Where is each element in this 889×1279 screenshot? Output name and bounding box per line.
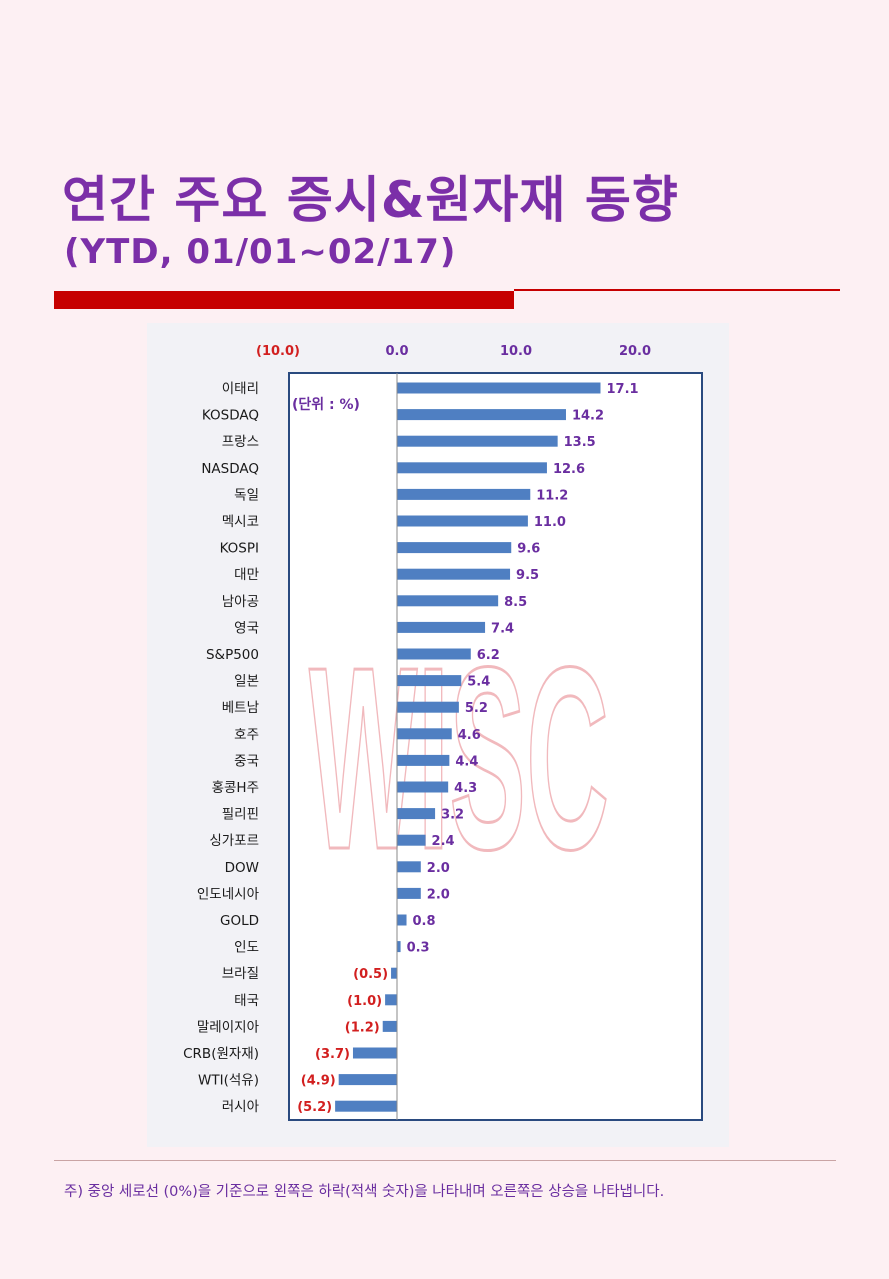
category-label: 영국	[234, 620, 259, 636]
data-label: 13.5	[564, 435, 596, 450]
x-tick-label: 20.0	[619, 344, 651, 359]
data-label: 2.0	[427, 887, 450, 902]
data-label: 6.2	[477, 648, 500, 663]
data-label: (3.7)	[315, 1047, 350, 1062]
bar	[335, 1100, 397, 1112]
bar	[391, 967, 397, 979]
bar	[397, 595, 499, 607]
bar	[397, 781, 449, 793]
bar	[397, 914, 407, 926]
data-label: 14.2	[572, 409, 604, 424]
bar	[352, 1047, 397, 1059]
category-label: 호주	[234, 727, 259, 743]
data-label: 5.2	[465, 701, 488, 716]
category-label: 브라질	[222, 966, 259, 982]
category-label: KOSDAQ	[202, 408, 259, 424]
bar	[397, 834, 426, 846]
category-label: WTI(석유)	[198, 1073, 259, 1089]
bar	[397, 648, 471, 660]
category-label: GOLD	[220, 913, 259, 929]
data-label: 12.6	[553, 462, 585, 477]
bar	[397, 861, 421, 873]
bar	[397, 675, 462, 687]
bottom-divider	[54, 1160, 836, 1161]
bar	[397, 941, 401, 953]
x-tick-label: (10.0)	[256, 344, 300, 359]
bar	[382, 1020, 397, 1032]
category-label: 인도	[234, 940, 259, 956]
data-label: 9.6	[517, 542, 540, 557]
bar	[397, 462, 547, 474]
category-label: 베트남	[222, 700, 259, 716]
data-label: 9.5	[516, 568, 539, 583]
page-subtitle: (YTD, 01/01~02/17)	[64, 232, 457, 272]
bar	[385, 994, 397, 1006]
bar	[338, 1074, 397, 1086]
bar	[397, 808, 436, 820]
category-label: 러시아	[222, 1099, 260, 1115]
bar	[397, 409, 566, 421]
bar	[397, 701, 459, 713]
data-label: 5.4	[467, 675, 490, 690]
bar	[397, 515, 528, 527]
bar	[397, 542, 512, 554]
unit-label: (단위 : %)	[292, 396, 360, 413]
category-label: 필리핀	[222, 807, 259, 823]
data-label: (0.5)	[353, 967, 388, 982]
category-label: 멕시코	[222, 514, 259, 530]
data-label: 4.3	[454, 781, 477, 796]
page-title: 연간 주요 증시&원자재 동향	[62, 171, 679, 229]
bar	[397, 435, 558, 447]
data-label: 0.3	[407, 941, 430, 956]
data-label: 2.4	[432, 834, 455, 849]
category-label: S&P500	[206, 647, 259, 663]
data-label: 17.1	[606, 382, 638, 397]
bar	[397, 754, 450, 766]
category-label: 대만	[234, 567, 259, 583]
x-tick-label: 0.0	[385, 344, 408, 359]
data-label: 3.2	[441, 808, 464, 823]
data-label: (5.2)	[297, 1100, 332, 1115]
category-label: KOSPI	[220, 541, 259, 557]
watermark-text: WISC	[309, 614, 609, 904]
bar	[397, 568, 511, 580]
data-label: 4.6	[458, 728, 481, 743]
data-label: 8.5	[504, 595, 527, 610]
category-label: 홍콩H주	[212, 780, 259, 796]
data-label: 2.0	[427, 861, 450, 876]
data-label: 7.4	[491, 621, 514, 636]
bar	[397, 382, 601, 394]
data-label: 11.0	[534, 515, 566, 530]
category-label: 중국	[234, 753, 259, 769]
footnote: 주) 중앙 세로선 (0%)을 기준으로 왼쪽은 하락(적색 숫자)을 나타내며…	[64, 1184, 665, 1200]
category-label: NASDAQ	[201, 461, 259, 477]
category-label: 인도네시아	[197, 886, 260, 902]
category-label: CRB(원자재)	[183, 1046, 259, 1062]
category-label: 남아공	[222, 594, 259, 610]
bar-chart: (10.0) 0.0 10.0 20.0 WISC 17.114.2 13.5 12.6 1…	[183, 344, 703, 1121]
category-label: 일본	[234, 674, 259, 690]
data-label: (1.0)	[347, 994, 382, 1009]
category-label: 이태리	[222, 381, 259, 397]
chart-container: (10.0) 0.0 10.0 20.0 WISC 17.1 14.2 13.5 12.6 1…	[147, 323, 729, 1147]
category-label: 독일	[234, 487, 259, 503]
data-label: 11.2	[536, 488, 568, 503]
data-label: 4.4	[455, 754, 478, 769]
category-label: 싱가포르	[209, 833, 259, 849]
data-label: 0.8	[413, 914, 436, 929]
category-label: DOW	[225, 860, 259, 876]
bar	[397, 488, 531, 500]
category-label: 태국	[234, 993, 259, 1009]
title-underline-bar	[54, 291, 514, 309]
bar	[397, 887, 421, 899]
data-label: (1.2)	[345, 1020, 380, 1035]
data-label: (4.9)	[301, 1074, 336, 1089]
category-label: 프랑스	[222, 434, 259, 450]
bar	[397, 728, 452, 740]
category-label: 말레이지아	[197, 1019, 260, 1035]
title-underline-line	[514, 289, 840, 291]
bar	[397, 621, 486, 633]
x-tick-label: 10.0	[500, 344, 532, 359]
